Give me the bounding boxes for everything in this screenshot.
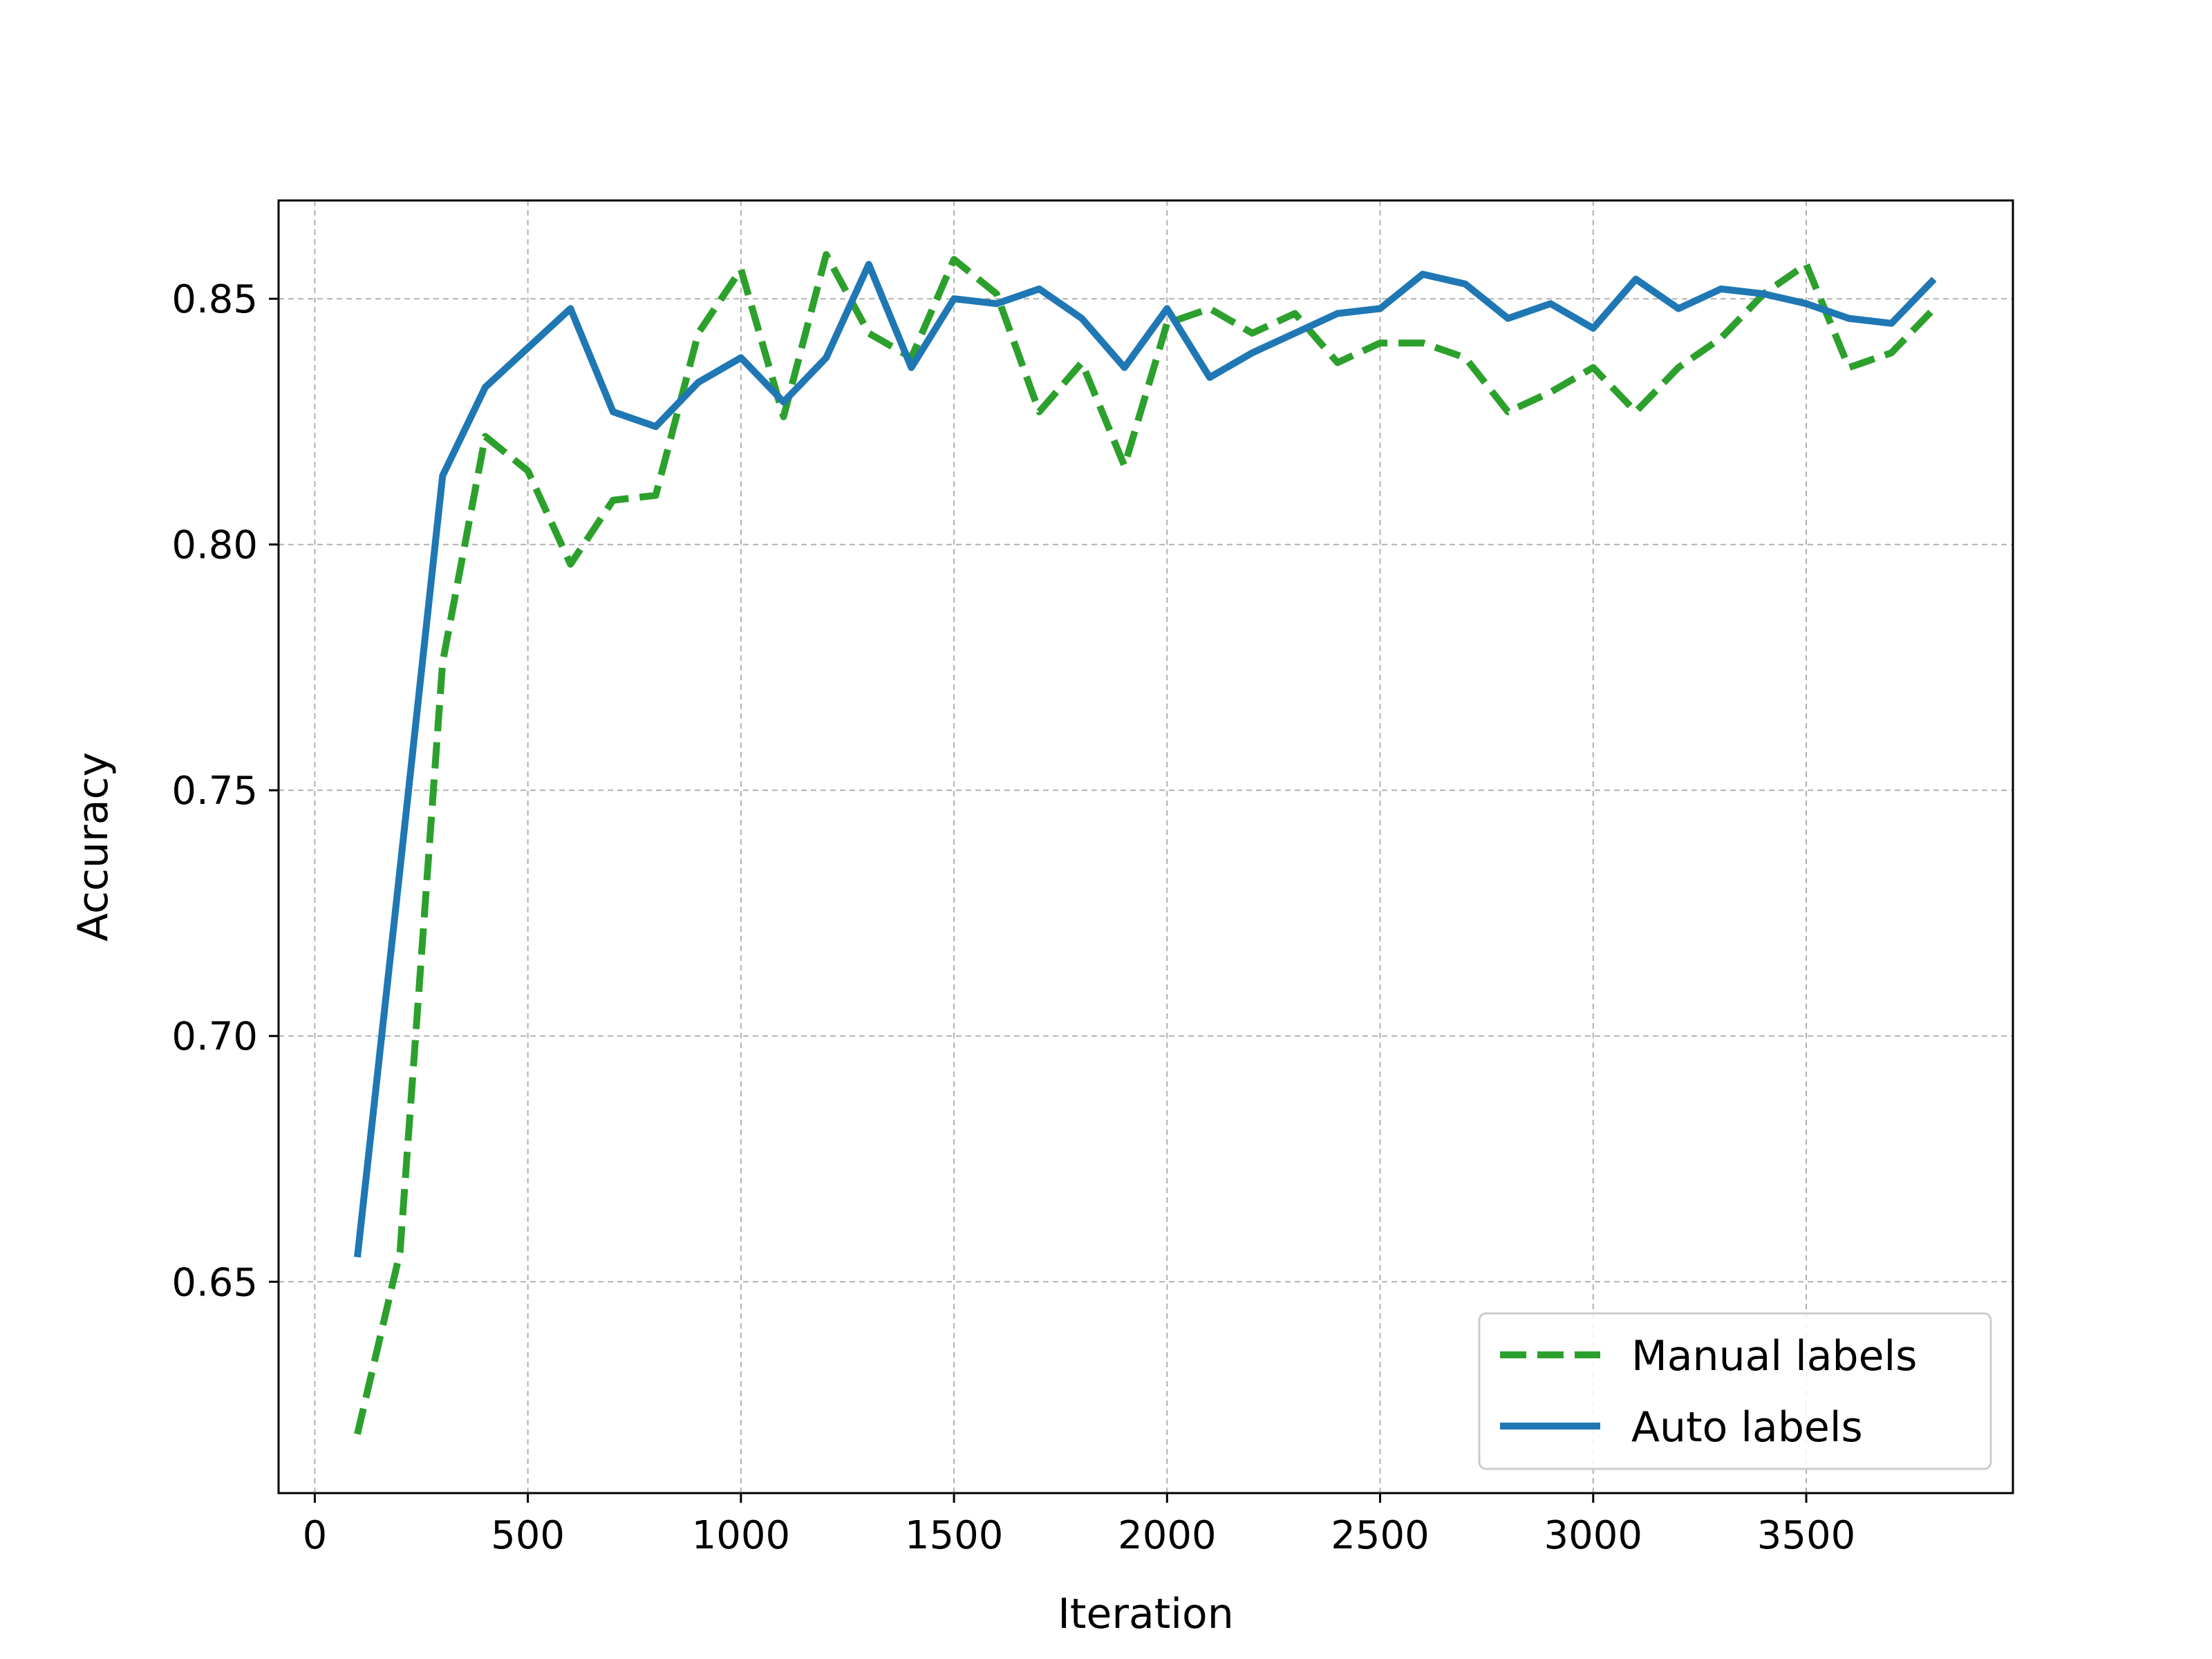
y-tick-label: 0.70 — [171, 1015, 258, 1060]
grid-lines — [279, 200, 2013, 1493]
x-tick-label: 1500 — [905, 1513, 1004, 1558]
x-tick-label: 3500 — [1757, 1513, 1856, 1558]
y-tick-label: 0.65 — [171, 1260, 258, 1305]
x-tick-label: 3000 — [1544, 1513, 1643, 1558]
x-tick-label: 1000 — [692, 1513, 791, 1558]
y-tick-label: 0.80 — [171, 523, 258, 568]
plot-frame — [277, 199, 2014, 1494]
series-line-auto — [354, 261, 1937, 1258]
legend-label: Manual labels — [1631, 1332, 1917, 1380]
legend-box — [1478, 1312, 1992, 1470]
y-tick-label: 0.75 — [171, 769, 258, 814]
x-tick-label: 2000 — [1118, 1513, 1217, 1558]
x-tick-label: 2500 — [1331, 1513, 1430, 1558]
axis-ticks: 0 500 1000 1500 2000 2500 3000 3500 0.65 0.70 0.75… — [171, 277, 1855, 1558]
legend: Manual labels Auto labels — [1478, 1312, 1992, 1470]
x-tick-label: 0 — [303, 1513, 328, 1558]
x-tick-label: 500 — [491, 1513, 565, 1558]
legend-label: Auto labels — [1631, 1403, 1863, 1452]
series-lines — [354, 251, 1937, 1435]
series-line-manual — [354, 251, 1937, 1435]
y-axis-title: Accuracy — [69, 752, 118, 941]
y-tick-label: 0.85 — [171, 277, 258, 322]
x-axis-title: Iteration — [1058, 1590, 1234, 1638]
